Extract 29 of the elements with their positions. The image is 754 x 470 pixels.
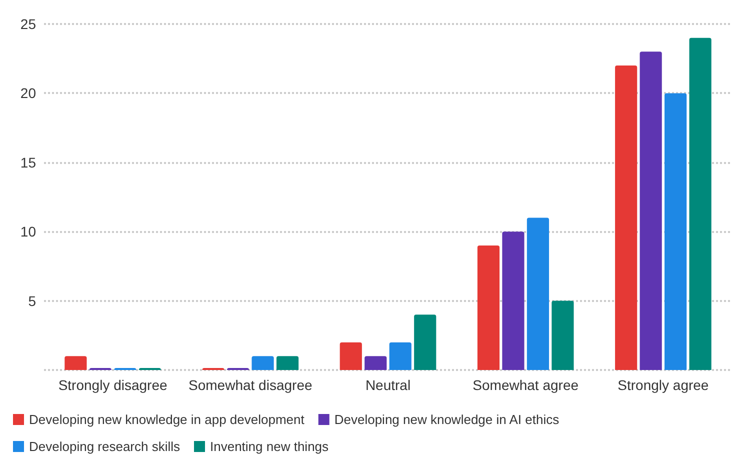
bar bbox=[640, 52, 662, 370]
bar bbox=[502, 232, 524, 370]
x-tick-label: Neutral bbox=[365, 377, 411, 393]
legend-label: Developing new knowledge in AI ethics bbox=[334, 412, 560, 427]
bar bbox=[477, 245, 500, 370]
legend-label: Developing new knowledge in app development bbox=[29, 412, 305, 427]
bar bbox=[252, 356, 274, 370]
bar bbox=[340, 342, 362, 370]
x-tick-label: Strongly agree bbox=[618, 377, 709, 393]
bar bbox=[689, 38, 712, 370]
bar bbox=[276, 356, 299, 370]
bar bbox=[552, 300, 574, 370]
y-tick-label: 20 bbox=[20, 85, 36, 102]
bar bbox=[526, 218, 550, 370]
bar bbox=[389, 342, 412, 370]
bar bbox=[414, 314, 436, 370]
legend-label: Developing research skills bbox=[29, 439, 181, 454]
y-tick-label: 15 bbox=[20, 154, 36, 170]
bar bbox=[664, 93, 687, 370]
x-tick-label: Strongly disagree bbox=[58, 377, 168, 393]
bar bbox=[364, 356, 387, 370]
bar bbox=[615, 66, 638, 370]
y-tick-label: 10 bbox=[20, 224, 36, 240]
y-tick-label: 25 bbox=[20, 16, 36, 32]
y-tick-label: 5 bbox=[28, 292, 36, 309]
x-tick-label: Somewhat disagree bbox=[188, 377, 312, 393]
x-tick-label: Somewhat agree bbox=[472, 377, 579, 393]
legend-label: Inventing new things bbox=[210, 439, 330, 454]
bar bbox=[64, 356, 87, 370]
